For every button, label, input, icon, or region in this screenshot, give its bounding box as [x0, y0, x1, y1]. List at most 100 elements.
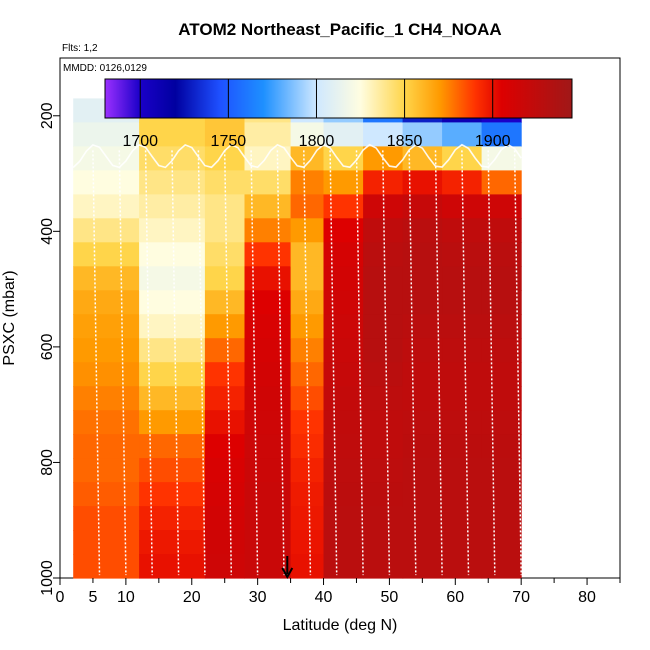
heatmap-cell — [481, 506, 522, 531]
heatmap-cell — [402, 386, 443, 411]
heatmap-cell — [204, 554, 245, 579]
heatmap-cell — [204, 482, 245, 507]
heatmap-cell — [244, 434, 292, 459]
heatmap-cell — [442, 338, 483, 363]
flight-trace-descent — [250, 150, 259, 576]
flights-label: Flts: 1,2 — [62, 43, 98, 54]
x-tick-label: 60 — [446, 589, 464, 606]
heatmap-cell — [204, 434, 245, 459]
heatmap-cell — [481, 242, 522, 267]
heatmap-cell — [363, 266, 404, 291]
heatmap-cell — [204, 458, 245, 483]
heatmap-cell — [244, 266, 292, 291]
heatmap-cell — [442, 362, 483, 387]
heatmap-cell — [204, 386, 245, 411]
flight-trace-descent — [171, 150, 180, 576]
flight-trace-line — [72, 143, 522, 169]
flight-trace-descent — [382, 150, 391, 576]
flight-trace-descent — [197, 150, 206, 576]
x-tick-label: 40 — [315, 589, 333, 606]
heatmap-cell — [73, 554, 140, 579]
heatmap-cell — [481, 554, 522, 579]
heatmap-cell — [402, 530, 443, 555]
heatmap-cell — [73, 458, 140, 483]
x-tick-label: 20 — [183, 589, 201, 606]
heatmap-cell — [290, 170, 325, 195]
flight-trace-descent — [434, 150, 443, 576]
marker-arrowhead — [281, 567, 294, 580]
heatmap-cell — [139, 458, 206, 483]
heatmap-cell — [363, 218, 404, 243]
heatmap-cell — [442, 122, 483, 147]
heatmap-cell — [481, 266, 522, 291]
colorbar-tick-label: 1800 — [299, 133, 335, 150]
heatmap-cell — [290, 506, 325, 531]
heatmap-cell — [204, 266, 245, 291]
y-tick-label: 400 — [39, 218, 56, 245]
heatmap-cell — [244, 506, 292, 531]
flight-trace-descent — [92, 150, 101, 576]
heatmap-cell — [402, 482, 443, 507]
heatmap-cell — [290, 122, 325, 147]
x-tick-label: 5 — [88, 589, 97, 606]
flight-trace-descent — [303, 150, 312, 576]
heatmap-cell — [290, 290, 325, 315]
flight-trace-layer — [72, 143, 522, 576]
heatmap-cell — [244, 482, 292, 507]
heatmap-cell — [139, 482, 206, 507]
flight-trace-descent — [355, 150, 364, 576]
heatmap-cell — [402, 242, 443, 267]
heatmap-cell — [139, 530, 206, 555]
heatmap-cell — [363, 386, 404, 411]
colorbar-bar — [104, 78, 573, 119]
heatmap-cell — [139, 362, 206, 387]
heatmap-cell — [204, 362, 245, 387]
heatmap-cell — [139, 266, 206, 291]
y-tick-label: 1000 — [39, 560, 56, 596]
flight-trace-descent — [513, 150, 522, 576]
heatmap-cell — [139, 122, 206, 147]
colorbar-tick-label: 1850 — [387, 133, 423, 150]
heatmap-cell — [363, 314, 404, 339]
heatmap-cell — [290, 194, 325, 219]
heatmap-cell — [73, 146, 140, 171]
heatmap-layer — [73, 98, 522, 579]
heatmap-cell — [290, 218, 325, 243]
flight-trace-descent — [487, 150, 496, 576]
heatmap-cell — [363, 290, 404, 315]
heatmap-cell — [244, 218, 292, 243]
heatmap-cell — [139, 554, 206, 579]
heatmap-cell — [244, 242, 292, 267]
x-tick-label: 10 — [117, 589, 135, 606]
heatmap-cell — [363, 554, 404, 579]
heatmap-cell — [402, 506, 443, 531]
heatmap-cell — [402, 266, 443, 291]
x-tick-label: 70 — [512, 589, 530, 606]
heatmap-cell — [290, 146, 325, 171]
heatmap-cell — [481, 434, 522, 459]
flight-trace-descent — [329, 150, 338, 576]
heatmap-cell — [363, 434, 404, 459]
heatmap-cell — [402, 290, 443, 315]
heatmap-cell — [481, 458, 522, 483]
heatmap-cell — [481, 530, 522, 555]
x-tick-label: 50 — [381, 589, 399, 606]
heatmap-cell — [323, 530, 364, 555]
chart-title: ATOM2 Northeast_Pacific_1 CH4_NOAA — [178, 20, 501, 39]
heatmap-cell — [442, 290, 483, 315]
heatmap-cell — [363, 482, 404, 507]
heatmap-cell — [323, 434, 364, 459]
heatmap-cell — [323, 218, 364, 243]
x-axis: 0 5 10 20 30 40 50 60 70 80 — [56, 578, 621, 606]
heatmap-cell — [363, 122, 404, 147]
heatmap-cell — [402, 338, 443, 363]
heatmap-cell — [290, 266, 325, 291]
heatmap-cell — [402, 434, 443, 459]
heatmap-cell — [244, 146, 292, 171]
heatmap-cell — [323, 458, 364, 483]
heatmap-cell — [481, 338, 522, 363]
y-axis: 200 400 600 800 1000 — [39, 102, 60, 596]
x-tick-label: 0 — [56, 589, 65, 606]
heatmap-cell — [73, 386, 140, 411]
